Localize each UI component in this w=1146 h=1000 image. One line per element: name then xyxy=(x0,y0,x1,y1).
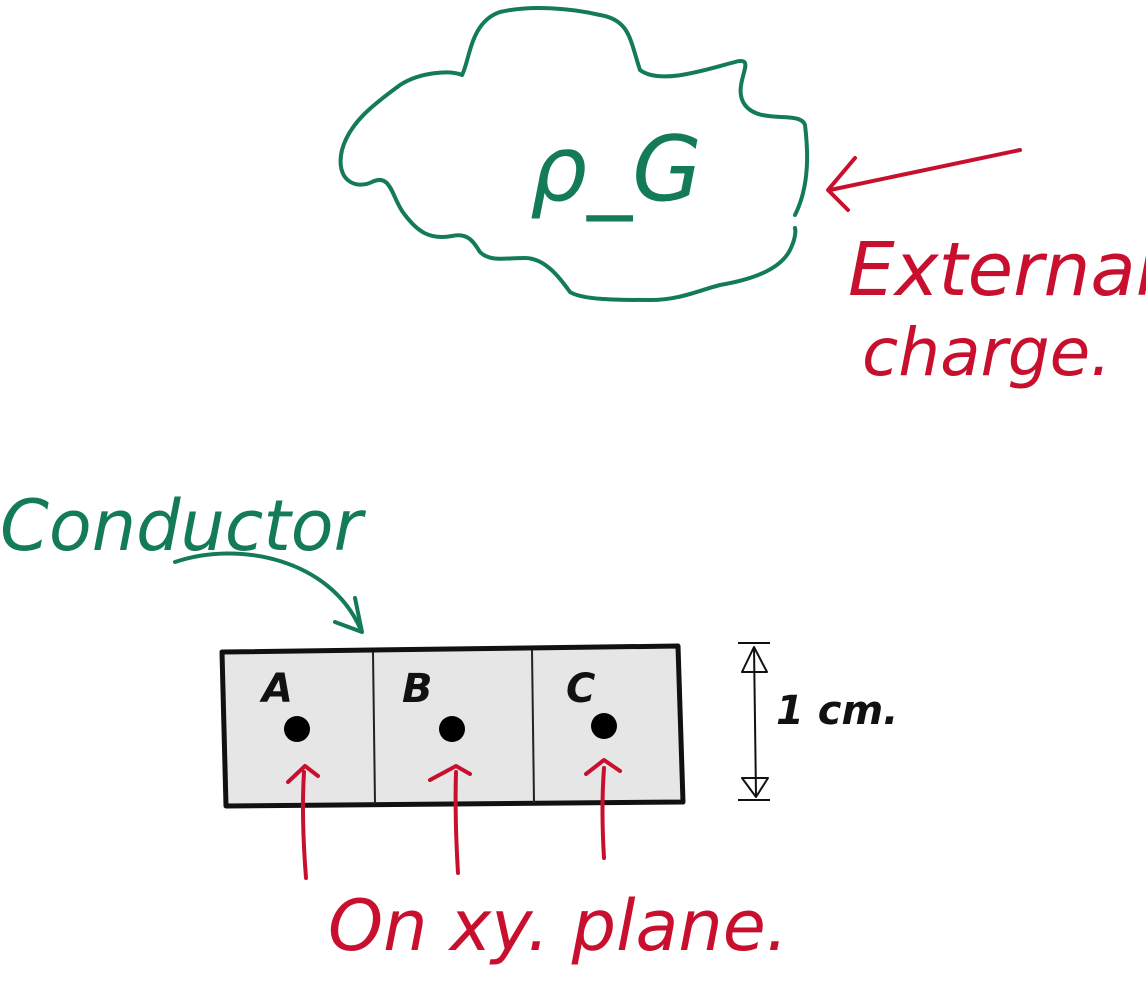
conductor-arrow xyxy=(173,551,362,630)
plane-arrowhead-b xyxy=(428,764,472,782)
plane-arrowhead-c xyxy=(584,758,622,776)
plane-arrow-a xyxy=(300,770,308,880)
conductor-divider-1 xyxy=(372,651,376,805)
point-a-dot xyxy=(284,716,310,742)
conductor-label: Conductor xyxy=(0,485,367,567)
point-b-dot xyxy=(439,716,465,742)
thickness-dimension: 1 cm. xyxy=(738,642,898,801)
conductor-annotation: Conductor xyxy=(0,485,367,634)
external-charge-arrowhead xyxy=(826,156,857,212)
plane-label: On xy. plane. xyxy=(328,885,788,967)
plane-arrowhead-a xyxy=(286,764,320,784)
plane-arrows xyxy=(286,758,622,880)
dimension-arrowhead-top xyxy=(741,646,768,673)
cloud-outline xyxy=(338,6,810,302)
dimension-label: 1 cm. xyxy=(776,688,898,734)
point-a: A xyxy=(259,666,310,742)
point-b: B xyxy=(402,666,465,742)
point-b-label: B xyxy=(402,666,433,712)
dimension-line xyxy=(753,646,757,797)
external-charge-arrow xyxy=(828,148,1022,192)
point-c-dot xyxy=(591,713,617,739)
point-c-label: C xyxy=(566,666,595,712)
plane-arrow-c xyxy=(600,766,606,860)
plane-arrow-b xyxy=(453,770,460,875)
conductor-divider-2 xyxy=(531,649,535,804)
point-a-label: A xyxy=(259,666,293,712)
charge-cloud: ρ_G xyxy=(338,6,810,302)
external-label-line2: charge. xyxy=(862,314,1111,391)
dimension-arrowhead-bottom xyxy=(741,777,769,798)
external-label-line1: External xyxy=(848,227,1146,313)
point-c: C xyxy=(566,666,617,739)
cloud-label: ρ_G xyxy=(530,117,702,222)
external-charge-annotation: External charge. xyxy=(826,148,1146,391)
conductor-arrowhead xyxy=(333,596,364,634)
